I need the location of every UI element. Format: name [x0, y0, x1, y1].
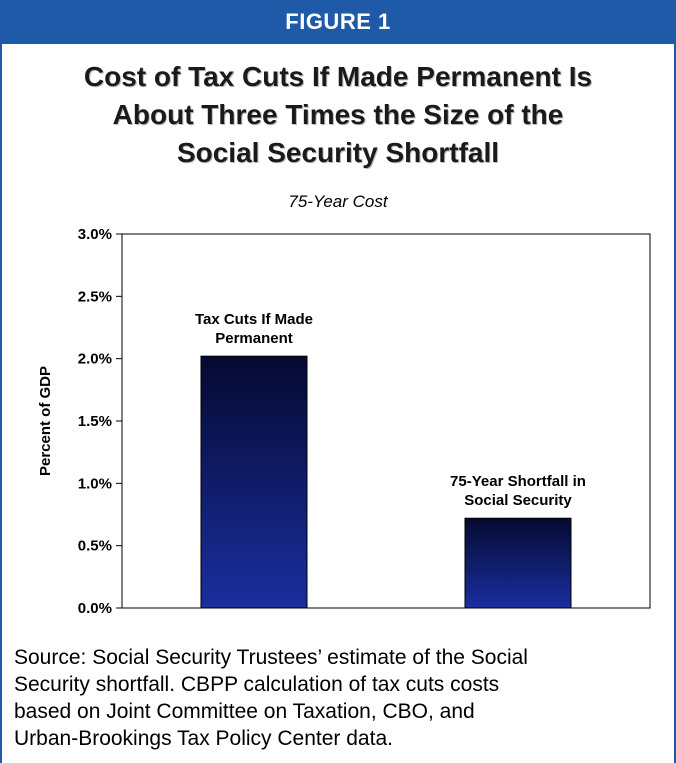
- bar-label: Permanent: [215, 330, 293, 347]
- y-tick-label: 1.0%: [78, 475, 112, 492]
- bar: [200, 355, 308, 609]
- source-line-1: Source: Social Security Trustees’ estima…: [14, 646, 528, 669]
- title-line-3: Social Security Shortfall: [176, 137, 500, 168]
- y-tick-label: 2.5%: [78, 288, 112, 305]
- bar: [464, 517, 572, 609]
- y-tick-label: 0.5%: [78, 538, 112, 555]
- source-note: Source: Social Security Trustees’ estima…: [14, 644, 664, 752]
- title-line-1: Cost of Tax Cuts If Made Permanent Is: [83, 61, 593, 92]
- title-line-2: About Three Times the Size of the: [112, 99, 564, 130]
- bar-label: 75-Year Shortfall in: [450, 473, 586, 490]
- bar-label: Social Security: [464, 492, 572, 509]
- bar-label: Tax Cuts If Made: [195, 311, 313, 328]
- chart-subtitle: 75-Year Cost: [288, 192, 388, 211]
- y-tick-label: 2.0%: [78, 351, 112, 368]
- source-line-3: based on Joint Committee on Taxation, CB…: [14, 700, 475, 723]
- y-tick-label: 1.5%: [78, 413, 112, 430]
- source-line-2: Security shortfall. CBPP calculation of …: [14, 673, 500, 696]
- bar-chart: 0.0% 0.5% 1.0% 1.5% 2.0% 2.5% 3.0% Percent of G…: [37, 226, 651, 617]
- y-tick-label: 3.0%: [78, 226, 112, 243]
- y-axis-label: Percent of GDP: [37, 366, 54, 476]
- chart-title: Cost of Tax Cuts If Made Permanent Is Ab…: [20, 58, 656, 172]
- figure-label: FIGURE 1: [0, 0, 676, 44]
- y-tick-label: 0.0%: [78, 600, 112, 617]
- source-line-4: Urban-Brookings Tax Policy Center data.: [14, 727, 393, 750]
